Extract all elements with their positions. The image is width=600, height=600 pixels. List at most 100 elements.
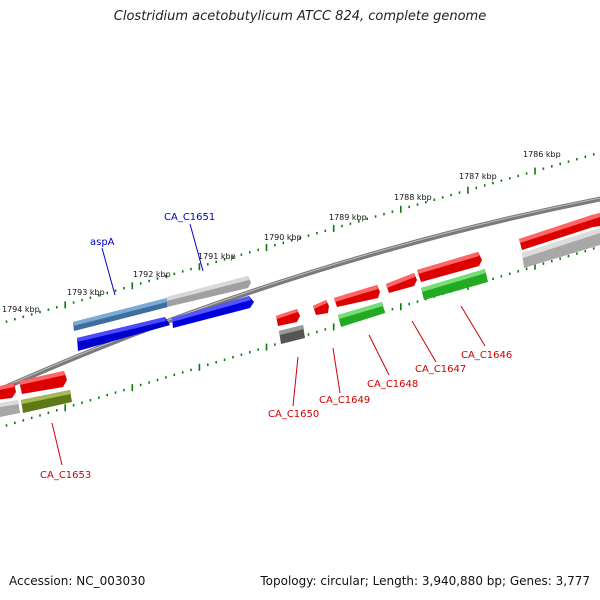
inner-scale-mark (332, 323, 335, 331)
inner-scale-mark (47, 411, 50, 414)
tick-label-1787: 1787 kbp (459, 172, 497, 181)
outer-scale-mark (89, 296, 92, 299)
feature-CA_C1650[interactable] (279, 325, 305, 344)
outer-scale-mark (81, 298, 83, 302)
tick-label-1788: 1788 kbp (394, 193, 432, 202)
gene-label-CA_C1646[interactable]: CA_C1646 (461, 350, 512, 361)
outer-scale-mark (316, 232, 318, 235)
feature-aspA[interactable] (73, 298, 168, 331)
tick-label-1789: 1789 kbp (329, 213, 367, 222)
outer-scale-mark (156, 277, 159, 280)
feature-CA_C1648[interactable] (338, 302, 385, 327)
outer-scale-mark (441, 196, 444, 199)
outer-scale-mark (232, 255, 234, 259)
feature-grey-upper-left[interactable] (167, 276, 251, 307)
inner-scale-mark (30, 416, 33, 420)
inner-scale-mark (5, 424, 8, 427)
gene-label-CA_C1651[interactable]: CA_C1651 (164, 212, 215, 223)
feature-blue-right[interactable] (172, 296, 254, 328)
outer-scale-mark (383, 212, 385, 216)
scale-labels: 1786 kbp 1787 kbp 1788 kbp 1789 kbp 1790… (2, 150, 561, 314)
outer-scale-mark (249, 251, 251, 254)
tick-label-1791: 1791 kbp (198, 252, 236, 261)
outer-scale-mark (425, 201, 427, 204)
outer-scale-mark (349, 222, 352, 225)
inner-scale-mark (534, 262, 536, 270)
outer-scale-mark (358, 220, 360, 223)
gene-labels: aspA CA_C1651 CA_C1650 CA_C1649 CA_C1648… (40, 212, 512, 481)
outer-scale-mark (584, 155, 587, 158)
inner-scale-mark (551, 260, 553, 263)
tick-label-1792: 1792 kbp (133, 270, 171, 279)
gene-label-aspA[interactable]: aspA (90, 237, 115, 248)
inner-scale-mark (81, 401, 83, 404)
gene-label-CA_C1648[interactable]: CA_C1648 (367, 379, 418, 390)
outer-scale-mark (22, 315, 25, 318)
inner-scale-mark (500, 275, 503, 278)
inner-scale-mark (156, 378, 159, 382)
outer-scale-mark (391, 210, 394, 213)
inner-scale-mark (576, 252, 578, 255)
outer-scale-mark (123, 287, 125, 290)
feature-CA_C1649[interactable] (313, 300, 329, 315)
outer-scale-mark (576, 158, 578, 161)
outer-scale-mark (374, 215, 377, 218)
outer-scale-mark (290, 239, 293, 242)
outer-scale-mark (39, 310, 41, 314)
gene-label-CA_C1647[interactable]: CA_C1647 (415, 364, 466, 375)
gene-label-CA_C1653[interactable]: CA_C1653 (40, 470, 91, 481)
feature-grey-bottom-left[interactable] (0, 400, 20, 418)
outer-scale-mark (567, 160, 570, 163)
inner-scale-mark (592, 247, 595, 250)
feature-CA_C1648-top[interactable] (334, 285, 380, 307)
inner-scale-mark (131, 384, 134, 392)
outer-scale-mark (534, 167, 536, 175)
outer-scale-mark (131, 282, 134, 290)
feature-CA_C1646[interactable] (421, 269, 488, 300)
outer-scale-mark (517, 174, 519, 178)
outer-scale-mark (450, 193, 452, 197)
gene-label-CA_C1649[interactable]: CA_C1649 (319, 395, 370, 406)
feature-red-far-right[interactable] (519, 213, 600, 250)
tick-label-1793: 1793 kbp (67, 288, 105, 297)
inner-scale-mark (307, 333, 310, 336)
outer-scale-mark (173, 272, 176, 275)
inner-scale-mark (542, 262, 545, 265)
tick-label-1790: 1790 kbp (264, 233, 302, 242)
outer-scale-mark (148, 279, 150, 283)
outer-scale-mark (307, 234, 310, 237)
outer-scale-mark (5, 320, 8, 323)
outer-scale-mark (475, 186, 478, 189)
feature-CA_C1653[interactable] (21, 390, 72, 413)
outer-scale-mark (433, 198, 436, 201)
inner-scale-mark (316, 330, 318, 334)
inner-scale-mark (240, 353, 243, 356)
inner-scale-mark (517, 270, 519, 273)
inner-scale-mark (148, 381, 150, 384)
inner-scale-mark (223, 358, 226, 361)
outer-scale-mark (64, 301, 66, 309)
inner-scale-mark (408, 302, 410, 306)
outer-scale-mark (509, 177, 511, 180)
feature-CA_C1650-top[interactable] (276, 309, 300, 326)
outer-scale-mark (400, 205, 402, 213)
inner-scale-mark (559, 257, 561, 260)
inner-scale-mark (584, 249, 587, 253)
tick-label-1794: 1794 kbp (2, 305, 40, 314)
inner-scale-mark (64, 404, 66, 412)
inner-scale-mark (14, 421, 16, 425)
inner-scale-mark (265, 343, 268, 351)
feature-CA_C1647-top[interactable] (386, 273, 417, 293)
gene-label-CA_C1650[interactable]: CA_C1650 (268, 409, 319, 420)
feature-red-bottom-left-b[interactable] (19, 371, 67, 394)
feature-grey-far-right[interactable] (522, 228, 600, 268)
feature-red-bottom-left-a[interactable] (0, 383, 16, 400)
outer-scale-mark (240, 253, 243, 256)
inner-scale-mark (190, 368, 192, 372)
outer-scale-mark (416, 203, 419, 206)
inner-scale-mark (198, 363, 201, 371)
feature-CA_C1646-top[interactable] (417, 252, 482, 282)
inner-scale-mark (22, 419, 25, 422)
feature-CA_C1651[interactable] (77, 317, 170, 351)
